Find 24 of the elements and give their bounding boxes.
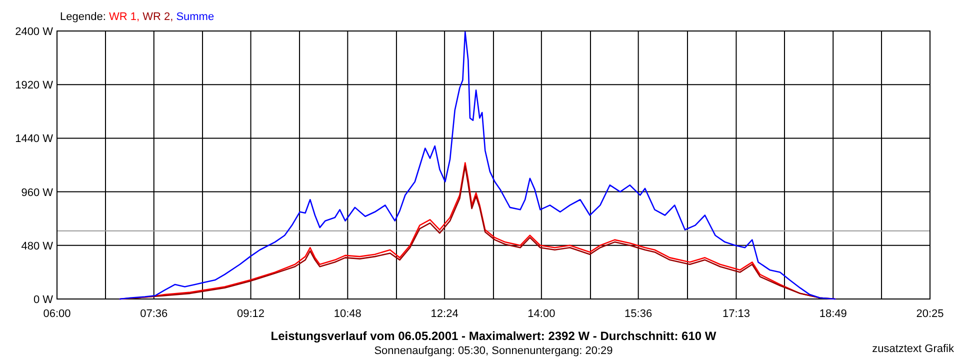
text: Leistungsverlauf vom 06.05.2001 - Maximalwert: 2392 W - Durchschnitt: 610 W [270, 329, 717, 343]
x-tick-label: 14:00 [528, 308, 556, 320]
y-tick-label: 1920 W [15, 80, 54, 92]
y-tick-label: 960 W [21, 186, 54, 199]
text: WR 1, [108, 11, 143, 23]
x-tick-label: 18:49 [819, 308, 847, 320]
text: Sonnenaufgang: 05:30, Sonnenuntergang: 20:29 [374, 345, 613, 357]
y-tick-label: 480 W [21, 240, 54, 252]
x-tick-label: 17:13 [722, 308, 750, 320]
y-tick-label: 0 W [33, 294, 54, 306]
x-tick-label: 20:25 [916, 308, 944, 320]
legend-title: Legende: [60, 11, 109, 23]
x-tick-label: 10:48 [334, 308, 362, 320]
x-tick-label: 12:24 [430, 308, 458, 320]
text: zusatztext Grafik [872, 343, 954, 355]
line-series [119, 31, 836, 300]
x-tick-label: 09:12 [237, 308, 265, 320]
x-tick-label: 07:36 [140, 308, 168, 320]
y-tick-label: 2400 W [15, 26, 54, 38]
x-tick-label: 15:36 [624, 308, 652, 320]
x-tick-label: 06:00 [43, 308, 71, 320]
text: Summe [176, 11, 214, 23]
text: WR 2, [142, 11, 176, 23]
y-tick-label: 1440 W [15, 133, 54, 146]
